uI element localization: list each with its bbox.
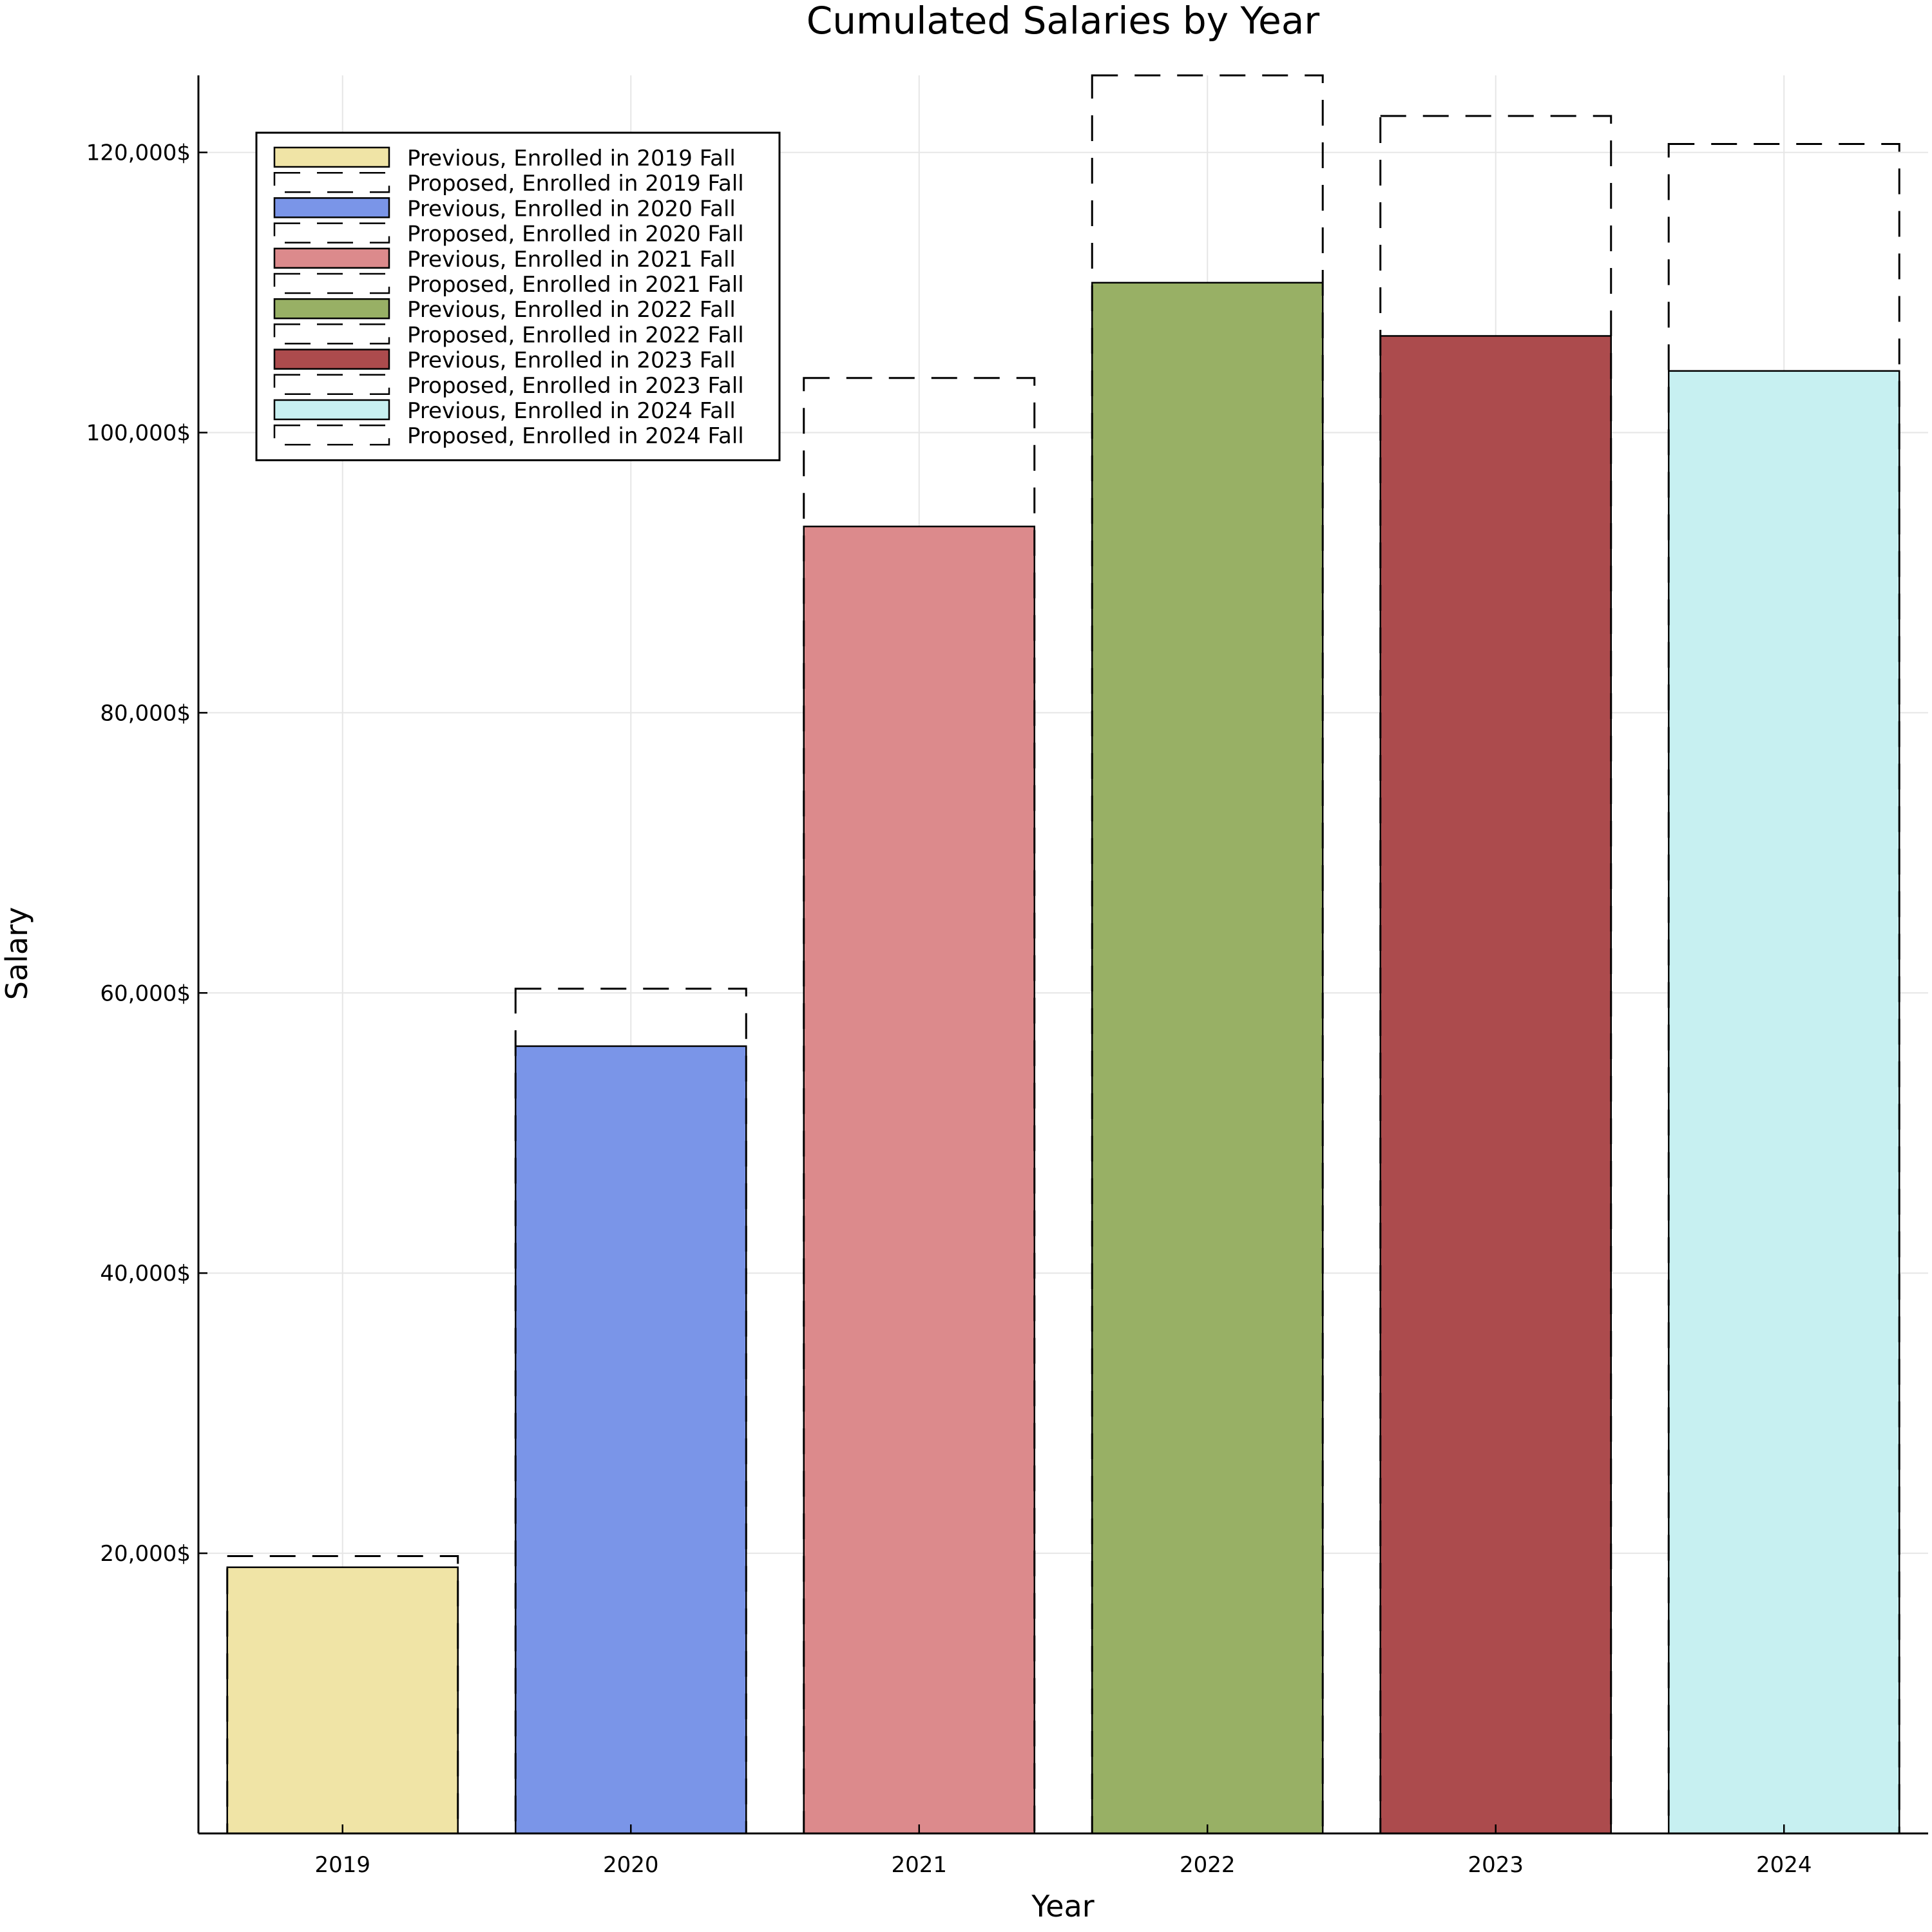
x-tick-label: 2021: [891, 1852, 947, 1878]
axes: [197, 75, 1928, 1835]
legend-label: Proposed, Enrolled in 2023 Fall: [407, 373, 744, 399]
bar-previous-2023: [1379, 335, 1612, 1835]
legend-label: Previous, Enrolled in 2020 Fall: [407, 196, 736, 222]
legend-swatch-dashed: [273, 273, 390, 294]
bar-previous-2022: [1091, 282, 1324, 1835]
legend-swatch-dashed: [273, 222, 390, 244]
tick-labels: 20,000$ 40,000$ 60,000$ 80,000$ 100,000$ 120,…: [86, 140, 1812, 1878]
legend-swatch-fill: [273, 399, 390, 421]
legend-swatch-fill: [273, 349, 390, 370]
y-axis-label: Salary: [0, 907, 34, 1000]
y-tick-label: 80,000$: [100, 700, 191, 726]
bar-previous-2024: [1668, 370, 1900, 1835]
bars: [226, 74, 1900, 1835]
legend-label: Proposed, Enrolled in 2022 Fall: [407, 322, 744, 348]
legend-swatch-dashed: [273, 323, 390, 345]
x-tick-label: 2023: [1468, 1852, 1524, 1878]
legend-swatch-fill: [273, 197, 390, 218]
legend-label: Previous, Enrolled in 2023 Fall: [407, 348, 736, 374]
legend-label: Proposed, Enrolled in 2020 Fall: [407, 222, 744, 247]
y-tick-label: 120,000$: [86, 140, 191, 166]
legend-swatch-fill: [273, 298, 390, 320]
legend-swatch-dashed: [273, 374, 390, 396]
bar-previous-2019: [226, 1566, 459, 1835]
legend-label: Previous, Enrolled in 2019 Fall: [407, 146, 736, 171]
legend-label: Previous, Enrolled in 2021 Fall: [407, 247, 736, 273]
y-tick-label: 20,000$: [100, 1541, 191, 1567]
legend: Previous, Enrolled in 2019 FallProposed,…: [255, 131, 781, 461]
x-tick-label: 2024: [1756, 1852, 1812, 1878]
legend-label: Previous, Enrolled in 2022 Fall: [407, 297, 736, 323]
bar-previous-2021: [803, 525, 1035, 1835]
chart-title: Cumulated Salaries by Year: [807, 0, 1320, 43]
legend-label: Proposed, Enrolled in 2021 Fall: [407, 272, 744, 298]
x-tick-label: 2019: [314, 1852, 370, 1878]
x-tick-label: 2020: [603, 1852, 659, 1878]
legend-label: Proposed, Enrolled in 2024 Fall: [407, 423, 744, 449]
legend-swatch-dashed: [273, 171, 390, 193]
x-tick-label: 2022: [1180, 1852, 1236, 1878]
legend-label: Previous, Enrolled in 2024 Fall: [407, 398, 736, 424]
legend-swatch-fill: [273, 247, 390, 269]
legend-swatch-dashed: [273, 424, 390, 446]
x-axis-label: Year: [1031, 1889, 1094, 1924]
legend-label: Proposed, Enrolled in 2019 Fall: [407, 171, 744, 196]
y-tick-label: 100,000$: [86, 420, 191, 446]
y-tick-label: 40,000$: [100, 1261, 191, 1286]
y-tick-label: 60,000$: [100, 980, 191, 1006]
bar-previous-2020: [515, 1045, 747, 1835]
bar-proposed-2024: [1667, 143, 1900, 1835]
legend-box: [255, 131, 781, 461]
legend-swatch-fill: [273, 146, 390, 168]
